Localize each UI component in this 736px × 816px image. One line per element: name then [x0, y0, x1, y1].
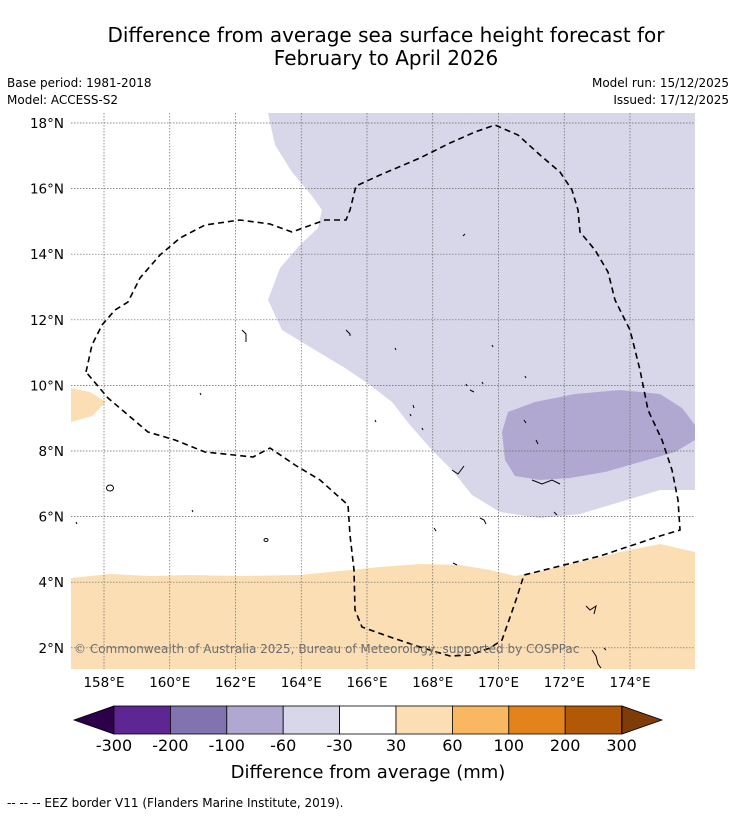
island: [585, 604, 597, 615]
colorbar-tick-label: -60: [270, 736, 296, 755]
colorbar-tick-label: 200: [550, 736, 581, 755]
island: [409, 413, 424, 431]
gridlines: [71, 113, 695, 669]
eez-footnote: -- -- -- EEZ border V11 (Flanders Marine…: [7, 796, 344, 810]
lat-label: 14°N: [30, 247, 64, 263]
lon-label: 168°E: [412, 675, 453, 691]
colorbar-segment: [226, 705, 284, 735]
lat-label: 6°N: [39, 510, 64, 526]
colorbar-segment: [169, 705, 228, 735]
island: [451, 465, 465, 475]
lon-label: 166°E: [346, 675, 387, 691]
lat-label: 8°N: [39, 444, 64, 460]
colorbar-segments: [113, 705, 623, 735]
island: [374, 419, 377, 423]
island: [106, 484, 114, 492]
meta-right: Model run: 15/12/2025 Issued: 17/12/2025: [592, 75, 729, 109]
lon-label: 160°E: [149, 675, 190, 691]
colorbar-segment: [451, 705, 510, 735]
lat-label: 4°N: [39, 575, 64, 591]
island: [345, 329, 351, 336]
island: [523, 419, 539, 445]
island: [531, 479, 561, 485]
meta-left: Base period: 1981-2018 Model: ACCESS-S2: [7, 75, 152, 109]
colorbar-segment: [282, 705, 341, 735]
island: [263, 538, 269, 542]
colorbar-tick-label: 300: [606, 736, 637, 755]
colorbar: -300 -200 -100 -60 -30 30 60 100 200 300 Differen…: [72, 705, 664, 783]
island: [553, 511, 558, 516]
colorbar-under-arrow: [72, 705, 115, 735]
model-run: Model run: 15/12/2025: [591, 76, 729, 90]
colorbar-tick-label: 100: [494, 736, 525, 755]
lon-label: 174°E: [609, 675, 650, 691]
colorbar-tick-label: -200: [152, 736, 188, 755]
island: [394, 347, 397, 351]
island: [591, 649, 602, 669]
islands: [75, 233, 607, 669]
colorbar-tick-label: -30: [327, 736, 353, 755]
title-line-1: Difference from average sea surface heig…: [107, 23, 665, 47]
colorbar-segment: [395, 705, 453, 735]
colorbar-over-arrow: [621, 705, 664, 735]
lat-label: 16°N: [30, 182, 64, 198]
colorbar-tick-label: 60: [442, 736, 462, 755]
island: [75, 521, 78, 525]
colorbar-segment: [113, 705, 171, 735]
lon-label: 172°E: [544, 675, 585, 691]
colorbar-segment: [508, 705, 566, 735]
colorbar-segment: [564, 705, 623, 735]
anomaly-region-peach-south: [71, 544, 695, 669]
lon-label: 158°E: [83, 675, 124, 691]
lon-label: 170°E: [478, 675, 519, 691]
island: [524, 375, 527, 379]
lat-label: 12°N: [30, 313, 64, 329]
base-period: Base period: 1981-2018: [7, 76, 152, 90]
lon-label: 162°E: [215, 675, 256, 691]
title-line-2: February to April 2026: [273, 46, 499, 70]
island: [433, 527, 437, 532]
colorbar-label: Difference from average (mm): [231, 762, 506, 783]
island: [462, 233, 466, 237]
colorbar-tick-label: 30: [386, 736, 406, 755]
eez-border: [85, 124, 681, 657]
island: [199, 392, 202, 396]
island: [491, 344, 494, 348]
copyright-text: © Commonwealth of Australia 2025, Bureau…: [74, 642, 579, 656]
island: [191, 509, 194, 513]
model-name: Model: ACCESS-S2: [7, 93, 119, 107]
colorbar-segment: [339, 705, 397, 735]
map-plot-area: © Commonwealth of Australia 2025, Bureau…: [71, 113, 695, 669]
island: [479, 517, 487, 525]
island: [465, 383, 475, 393]
island: [481, 381, 484, 385]
anomaly-region-peach-west: [71, 388, 106, 422]
latitude-labels: 18°N 16°N 14°N 12°N 10°N 8°N 6°N 4°N 2°N: [30, 116, 64, 657]
island: [241, 329, 247, 342]
island: [603, 647, 607, 651]
issued-date: Issued: 17/12/2025: [613, 93, 729, 107]
colorbar-tick-labels: -300 -200 -100 -60 -30 30 60 100 200 300: [96, 736, 637, 755]
island: [452, 562, 458, 566]
anomaly-region-purple: [502, 390, 695, 480]
lat-label: 18°N: [30, 116, 64, 132]
longitude-labels: 158°E 160°E 162°E 164°E 166°E 168°E 170°E 172°E…: [83, 675, 650, 691]
colorbar-tick-label: -300: [96, 736, 132, 755]
lat-label: 10°N: [30, 378, 64, 394]
chart-title: Difference from average sea surface heig…: [36, 24, 736, 70]
island: [412, 404, 415, 409]
lon-label: 164°E: [281, 675, 322, 691]
lat-label: 2°N: [39, 641, 64, 657]
colorbar-tick-label: -100: [209, 736, 245, 755]
